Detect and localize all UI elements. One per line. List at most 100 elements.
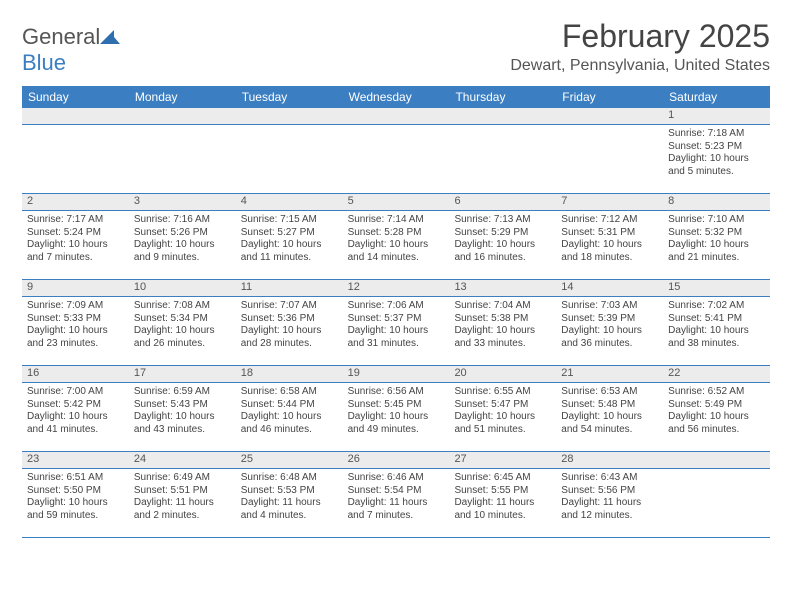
- daylight-line: Daylight: 11 hours and 10 minutes.: [454, 497, 551, 522]
- day-cell: Sunrise: 6:52 AMSunset: 5:49 PMDaylight:…: [663, 383, 770, 451]
- day-number: 21: [556, 366, 663, 382]
- day-number-row: 9101112131415: [22, 280, 770, 297]
- day-cell: [663, 469, 770, 537]
- daylight-line: Daylight: 10 hours and 56 minutes.: [668, 411, 765, 436]
- day-cell: Sunrise: 6:58 AMSunset: 5:44 PMDaylight:…: [236, 383, 343, 451]
- daylight-line: Daylight: 10 hours and 54 minutes.: [561, 411, 658, 436]
- sunset-line: Sunset: 5:55 PM: [454, 485, 551, 498]
- sunrise-line: Sunrise: 7:02 AM: [668, 300, 765, 313]
- day-body-row: Sunrise: 6:51 AMSunset: 5:50 PMDaylight:…: [22, 469, 770, 538]
- daylight-line: Daylight: 10 hours and 51 minutes.: [454, 411, 551, 436]
- day-cell: Sunrise: 7:13 AMSunset: 5:29 PMDaylight:…: [449, 211, 556, 279]
- sunset-line: Sunset: 5:24 PM: [27, 227, 124, 240]
- day-cell: Sunrise: 6:55 AMSunset: 5:47 PMDaylight:…: [449, 383, 556, 451]
- day-number: 19: [343, 366, 450, 382]
- sunrise-line: Sunrise: 6:45 AM: [454, 472, 551, 485]
- brand-text: General Blue: [22, 24, 120, 76]
- day-cell: Sunrise: 6:53 AMSunset: 5:48 PMDaylight:…: [556, 383, 663, 451]
- day-number: 13: [449, 280, 556, 296]
- daylight-line: Daylight: 10 hours and 16 minutes.: [454, 239, 551, 264]
- daylight-line: Daylight: 11 hours and 4 minutes.: [241, 497, 338, 522]
- weeks-container: 1Sunrise: 7:18 AMSunset: 5:23 PMDaylight…: [22, 108, 770, 538]
- day-cell: Sunrise: 7:17 AMSunset: 5:24 PMDaylight:…: [22, 211, 129, 279]
- daylight-line: Daylight: 10 hours and 18 minutes.: [561, 239, 658, 264]
- daylight-line: Daylight: 10 hours and 38 minutes.: [668, 325, 765, 350]
- day-number: [343, 108, 450, 124]
- weekday-header: Thursday: [449, 86, 556, 108]
- weekday-header: Wednesday: [343, 86, 450, 108]
- sunset-line: Sunset: 5:37 PM: [348, 313, 445, 326]
- sunset-line: Sunset: 5:27 PM: [241, 227, 338, 240]
- day-number: 6: [449, 194, 556, 210]
- day-cell: Sunrise: 6:56 AMSunset: 5:45 PMDaylight:…: [343, 383, 450, 451]
- day-number: 10: [129, 280, 236, 296]
- day-number: 16: [22, 366, 129, 382]
- sunrise-line: Sunrise: 7:08 AM: [134, 300, 231, 313]
- location-text: Dewart, Pennsylvania, United States: [510, 57, 770, 75]
- day-number: 3: [129, 194, 236, 210]
- day-number: 24: [129, 452, 236, 468]
- day-cell: [236, 125, 343, 193]
- day-number: 5: [343, 194, 450, 210]
- daylight-line: Daylight: 10 hours and 59 minutes.: [27, 497, 124, 522]
- sunrise-line: Sunrise: 6:56 AM: [348, 386, 445, 399]
- day-number: 20: [449, 366, 556, 382]
- sunrise-line: Sunrise: 7:17 AM: [27, 214, 124, 227]
- sunset-line: Sunset: 5:50 PM: [27, 485, 124, 498]
- day-cell: Sunrise: 7:15 AMSunset: 5:27 PMDaylight:…: [236, 211, 343, 279]
- daylight-line: Daylight: 10 hours and 5 minutes.: [668, 153, 765, 178]
- day-number: 2: [22, 194, 129, 210]
- day-number: 8: [663, 194, 770, 210]
- title-block: February 2025 Dewart, Pennsylvania, Unit…: [510, 18, 770, 75]
- day-cell: Sunrise: 6:46 AMSunset: 5:54 PMDaylight:…: [343, 469, 450, 537]
- daylight-line: Daylight: 10 hours and 31 minutes.: [348, 325, 445, 350]
- sunrise-line: Sunrise: 6:49 AM: [134, 472, 231, 485]
- sunset-line: Sunset: 5:53 PM: [241, 485, 338, 498]
- sunrise-line: Sunrise: 6:43 AM: [561, 472, 658, 485]
- day-cell: [449, 125, 556, 193]
- sunrise-line: Sunrise: 7:06 AM: [348, 300, 445, 313]
- day-cell: Sunrise: 6:48 AMSunset: 5:53 PMDaylight:…: [236, 469, 343, 537]
- header: General Blue February 2025 Dewart, Penns…: [22, 18, 770, 76]
- sunrise-line: Sunrise: 6:46 AM: [348, 472, 445, 485]
- day-cell: Sunrise: 7:16 AMSunset: 5:26 PMDaylight:…: [129, 211, 236, 279]
- day-body-row: Sunrise: 7:09 AMSunset: 5:33 PMDaylight:…: [22, 297, 770, 366]
- brand-part2: Blue: [22, 50, 66, 75]
- sunset-line: Sunset: 5:31 PM: [561, 227, 658, 240]
- daylight-line: Daylight: 10 hours and 46 minutes.: [241, 411, 338, 436]
- sunrise-line: Sunrise: 7:09 AM: [27, 300, 124, 313]
- day-number: [236, 108, 343, 124]
- weekday-header-row: Sunday Monday Tuesday Wednesday Thursday…: [22, 86, 770, 108]
- day-cell: Sunrise: 6:49 AMSunset: 5:51 PMDaylight:…: [129, 469, 236, 537]
- sunrise-line: Sunrise: 6:55 AM: [454, 386, 551, 399]
- sunrise-line: Sunrise: 6:58 AM: [241, 386, 338, 399]
- daylight-line: Daylight: 11 hours and 7 minutes.: [348, 497, 445, 522]
- sunrise-line: Sunrise: 7:07 AM: [241, 300, 338, 313]
- sunrise-line: Sunrise: 6:59 AM: [134, 386, 231, 399]
- day-number: 18: [236, 366, 343, 382]
- day-number: 12: [343, 280, 450, 296]
- sunrise-line: Sunrise: 7:15 AM: [241, 214, 338, 227]
- day-number: [449, 108, 556, 124]
- day-number: [556, 108, 663, 124]
- daylight-line: Daylight: 10 hours and 23 minutes.: [27, 325, 124, 350]
- day-number: 25: [236, 452, 343, 468]
- day-cell: Sunrise: 7:10 AMSunset: 5:32 PMDaylight:…: [663, 211, 770, 279]
- daylight-line: Daylight: 10 hours and 26 minutes.: [134, 325, 231, 350]
- sunrise-line: Sunrise: 7:14 AM: [348, 214, 445, 227]
- day-cell: [22, 125, 129, 193]
- day-number: 17: [129, 366, 236, 382]
- sunset-line: Sunset: 5:26 PM: [134, 227, 231, 240]
- day-number-row: 16171819202122: [22, 366, 770, 383]
- sunset-line: Sunset: 5:43 PM: [134, 399, 231, 412]
- sunrise-line: Sunrise: 6:53 AM: [561, 386, 658, 399]
- daylight-line: Daylight: 10 hours and 28 minutes.: [241, 325, 338, 350]
- day-number: 9: [22, 280, 129, 296]
- day-cell: Sunrise: 7:02 AMSunset: 5:41 PMDaylight:…: [663, 297, 770, 365]
- day-number: 23: [22, 452, 129, 468]
- day-number: 14: [556, 280, 663, 296]
- day-cell: Sunrise: 7:09 AMSunset: 5:33 PMDaylight:…: [22, 297, 129, 365]
- day-cell: Sunrise: 7:07 AMSunset: 5:36 PMDaylight:…: [236, 297, 343, 365]
- sunrise-line: Sunrise: 6:52 AM: [668, 386, 765, 399]
- daylight-line: Daylight: 10 hours and 41 minutes.: [27, 411, 124, 436]
